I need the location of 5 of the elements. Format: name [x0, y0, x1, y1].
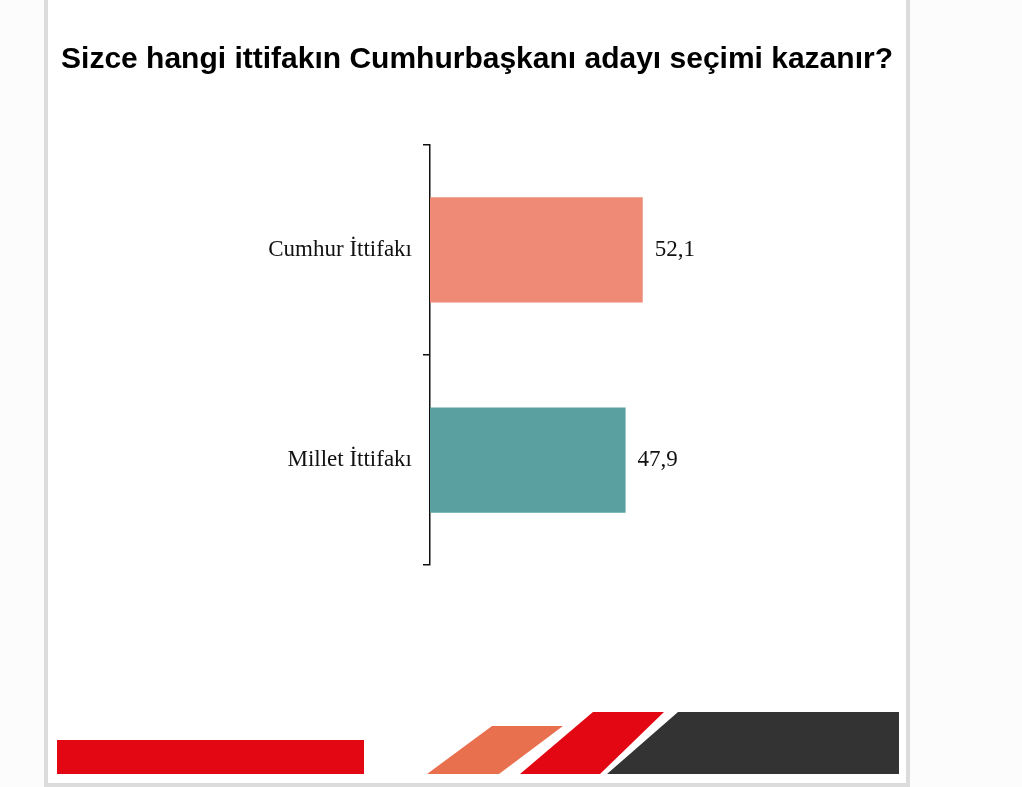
data-label: 52,1 [654, 235, 695, 261]
y-tick-label: Cumhur İttifakı [268, 235, 412, 261]
data-label: 47,9 [637, 446, 678, 472]
y-tick-label: Millet İttifakı [287, 446, 412, 472]
chart-title: Sizce hangi ittifakın Cumhurbaşkanı adayı seçimi kazanır? [60, 40, 894, 76]
